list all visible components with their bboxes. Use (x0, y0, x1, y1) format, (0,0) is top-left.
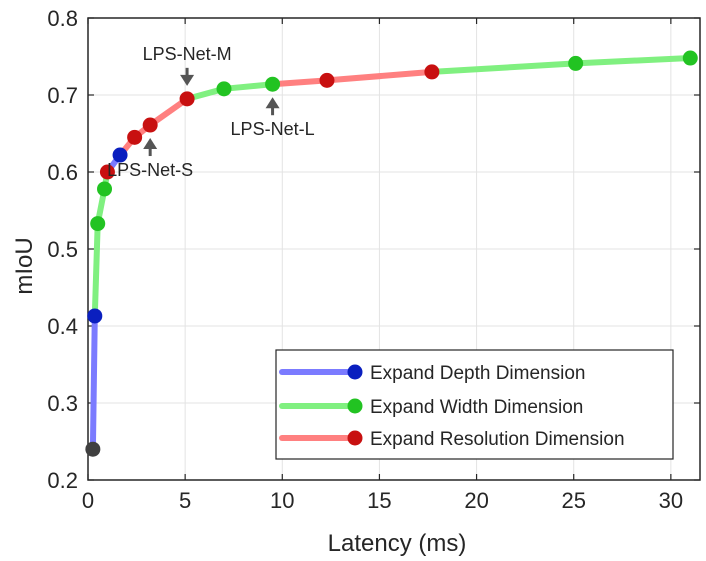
y-axis-title: mIoU (11, 237, 38, 294)
series-marker-expand-width-dimension (682, 50, 698, 66)
annotation-arrow-head (180, 74, 195, 86)
legend-item-depth: Expand Depth Dimension (279, 363, 585, 384)
series-marker-expand-resolution-dimension (424, 64, 440, 80)
annotation-arrow-head (143, 138, 158, 150)
series-lines (89, 55, 694, 453)
x-axis-title: Latency (ms) (328, 530, 467, 557)
series-line-expand-resolution-dimension (117, 95, 191, 159)
series-marker-expand-width-dimension (90, 216, 106, 232)
legend-label-width: Expand Width Dimension (370, 397, 583, 418)
series-marker-expand-width-dimension (265, 76, 281, 92)
y-tick-label: 0.2 (47, 468, 78, 493)
series-marker-expand-resolution-dimension (319, 72, 335, 88)
x-tick-label: 15 (367, 488, 391, 513)
annotation-label: LPS-Net-S (107, 160, 193, 180)
start-point-marker (85, 441, 101, 457)
series-marker-expand-width-dimension (216, 81, 232, 97)
x-tick-label: 10 (270, 488, 294, 513)
series-marker-expand-width-dimension (97, 181, 113, 197)
x-tick-label: 5 (179, 488, 191, 513)
x-tick-label: 30 (659, 488, 683, 513)
series-line-expand-width-dimension (91, 169, 111, 319)
legend-marker-depth (347, 364, 363, 380)
series-marker-expand-resolution-dimension (142, 117, 158, 133)
annotation-label: LPS-Net-M (143, 44, 232, 64)
legend-marker-resolution (347, 430, 363, 446)
y-tick-label: 0.6 (47, 160, 78, 185)
legend-item-width: Expand Width Dimension (279, 397, 583, 418)
legend-label-resolution: Expand Resolution Dimension (370, 429, 625, 450)
x-tick-label: 20 (464, 488, 488, 513)
legend: Expand Depth Dimension Expand Width Dime… (275, 349, 674, 460)
series-marker-expand-width-dimension (568, 55, 584, 71)
annotation-label: LPS-Net-L (231, 119, 315, 139)
annotation-arrow-head (265, 97, 280, 109)
x-tick-label: 25 (561, 488, 585, 513)
legend-label-depth: Expand Depth Dimension (370, 363, 585, 384)
annotations: LPS-Net-S LPS-Net-M LPS-Net-L (107, 44, 314, 180)
y-tick-label: 0.7 (47, 83, 78, 108)
legend-item-resolution: Expand Resolution Dimension (279, 429, 625, 450)
axis-ticks: 0 5 10 15 20 25 30 0.2 0.3 0.4 0.5 0.6 0.7 0.8 (47, 6, 700, 513)
x-tick-label: 0 (82, 488, 94, 513)
series-marker-expand-resolution-dimension (179, 91, 195, 107)
series-markers (85, 50, 698, 457)
y-tick-label: 0.5 (47, 237, 78, 262)
series-line-expand-depth-dimension (89, 313, 98, 453)
y-tick-label: 0.4 (47, 314, 78, 339)
series-marker-expand-depth-dimension (112, 147, 128, 163)
y-tick-label: 0.8 (47, 6, 78, 31)
legend-marker-width (347, 398, 363, 414)
y-tick-label: 0.3 (47, 391, 78, 416)
series-marker-expand-resolution-dimension (127, 129, 143, 145)
series-marker-expand-resolution-dimension (99, 164, 115, 180)
series-marker-expand-depth-dimension (87, 308, 103, 324)
